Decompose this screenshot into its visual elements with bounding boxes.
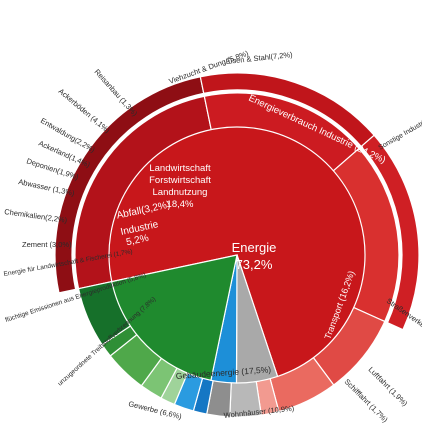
inner-label-landw-2: Forstwirtschaft (149, 175, 211, 186)
inner-label-energie-pct: 73,2% (236, 257, 273, 272)
inner-label-industrie-pct: 5,2% (125, 233, 150, 249)
inner-label-landw-1: Landwirtschaft (149, 163, 211, 174)
inner-label-landw-3: Landnutzung (153, 187, 208, 198)
inner-pie (108, 126, 366, 384)
inner-slice-energie (108, 126, 366, 378)
label-sonstige-industrie: Sonstige Industrie (10,6%) (378, 104, 422, 151)
inner-label-energie: Energie (232, 240, 277, 255)
outer-ring (54, 72, 420, 331)
outer-segment-gebäudeenergie (360, 134, 420, 331)
label-reisanbau: Reisanbau (1,3%) (93, 67, 140, 118)
label-chemikalien: Chemikalien(2,2%) (4, 207, 68, 225)
inner-label-landw-pct: 18,4% (167, 199, 194, 210)
inner-slice-landwirtschaft-forstwirtschaft-landnutzung (111, 254, 238, 382)
label-zement: Zement (3,0%) (22, 240, 72, 249)
label-abwasser: Abwasser (1,3%) (18, 177, 76, 198)
